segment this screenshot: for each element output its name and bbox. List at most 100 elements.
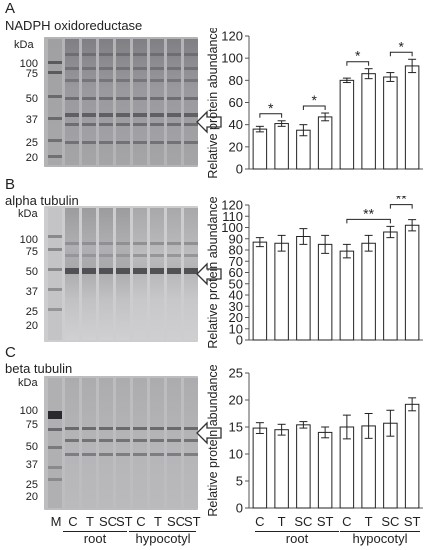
panel-a-title: NADPH oxidoreductase [5,18,143,33]
protein-band [116,97,130,100]
significance-bracket [346,61,370,66]
bar [361,242,376,341]
chart-root-label: root [285,531,309,546]
gel-lane-label: SC [167,514,186,529]
protein-band [65,453,79,456]
significance-star: * [312,92,318,108]
protein-band [150,97,164,100]
chart-lane-label: C [342,514,352,529]
protein-band [184,254,198,257]
protein-band [116,123,130,126]
protein-band [82,141,96,144]
protein-band [82,67,96,70]
panel-a-marker-50: 50 [25,93,38,105]
protein-band [184,141,198,144]
protein-band [65,242,79,245]
protein-band [65,141,79,144]
protein-band [82,53,96,56]
sample-lane [150,208,164,340]
bar [404,224,420,341]
significance-bracket [302,105,326,111]
y-axis-label: Relative protein abundance [206,364,220,516]
protein-band [150,113,164,117]
sample-lane [116,378,130,508]
bar [339,250,355,341]
protein-band [150,268,164,274]
y-tick-label: 10 [229,447,243,462]
sample-lane [99,208,113,340]
protein-band [99,427,113,430]
y-tick-label: 40 [229,288,243,303]
bar [296,236,311,341]
sample-lane [99,39,113,165]
protein-band [184,53,198,56]
chart-hypocotyl-bracket [340,531,420,532]
panel-c-marker-75: 75 [25,419,38,431]
protein-band [116,67,130,70]
y-tick-label: 70 [229,254,243,269]
panel-b-title: alpha tubulin [5,193,79,208]
protein-band [116,453,130,456]
protein-band [167,53,181,56]
sample-lane [133,208,147,340]
panel-b-band-arrow-icon [196,262,222,286]
y-tick-label: 30 [229,299,243,314]
panel-a-marker-75: 75 [25,68,38,80]
sample-lane [184,378,198,508]
protein-band [99,439,113,442]
chart-lane-label: SC [294,514,313,529]
panel-a-band-arrow-icon [196,110,222,134]
y-tick-label: 120 [221,198,243,213]
significance-bracket [346,218,391,224]
gel-lane-label: SC [99,514,118,529]
protein-band [184,97,198,100]
gel-root-label: root [83,531,107,546]
y-tick-label: 15 [229,420,243,435]
sample-lane [133,39,147,165]
significance-star: ** [363,205,374,221]
protein-band [65,439,79,442]
protein-band [184,453,198,456]
protein-band [133,242,147,245]
panel-b-western-blot [44,206,198,342]
protein-band [99,123,113,126]
y-tick-label: 90 [229,231,243,246]
protein-band [150,123,164,126]
bar [404,403,420,509]
protein-band [48,139,62,142]
gel-hypocotyl-label: hypocotyl [135,531,191,546]
bar [274,123,289,170]
protein-band [82,123,96,126]
panel-a-marker-37: 37 [25,114,38,126]
protein-band [48,248,62,251]
significance-bracket [259,113,283,118]
protein-band [48,288,62,291]
y-axis-label: Relative protein abundance [206,28,220,178]
chart-root-bracket [255,531,339,532]
bar [274,429,289,509]
protein-band [48,71,62,74]
protein-band [65,79,79,82]
marker-lane [48,39,62,165]
panel-b-marker-50: 50 [25,266,38,278]
bar [252,241,268,341]
bar [339,79,355,170]
marker-lane [48,378,62,508]
chart-lane-label: T [277,514,286,529]
protein-band [150,79,164,82]
protein-band [184,123,198,126]
protein-band [48,61,62,64]
protein-band [150,141,164,144]
significance-star: ** [396,196,407,207]
y-tick-label: 100 [221,51,243,66]
panel-b-marker-20: 20 [25,320,38,332]
protein-band [167,67,181,70]
y-tick-label: 50 [229,276,243,291]
protein-band [99,453,113,456]
gel-lane-label-marker: M [50,514,62,529]
gel-root-bracket [63,531,127,532]
protein-band [116,242,130,245]
protein-band [65,427,79,430]
protein-band [184,268,198,274]
significance-star: * [355,48,361,64]
